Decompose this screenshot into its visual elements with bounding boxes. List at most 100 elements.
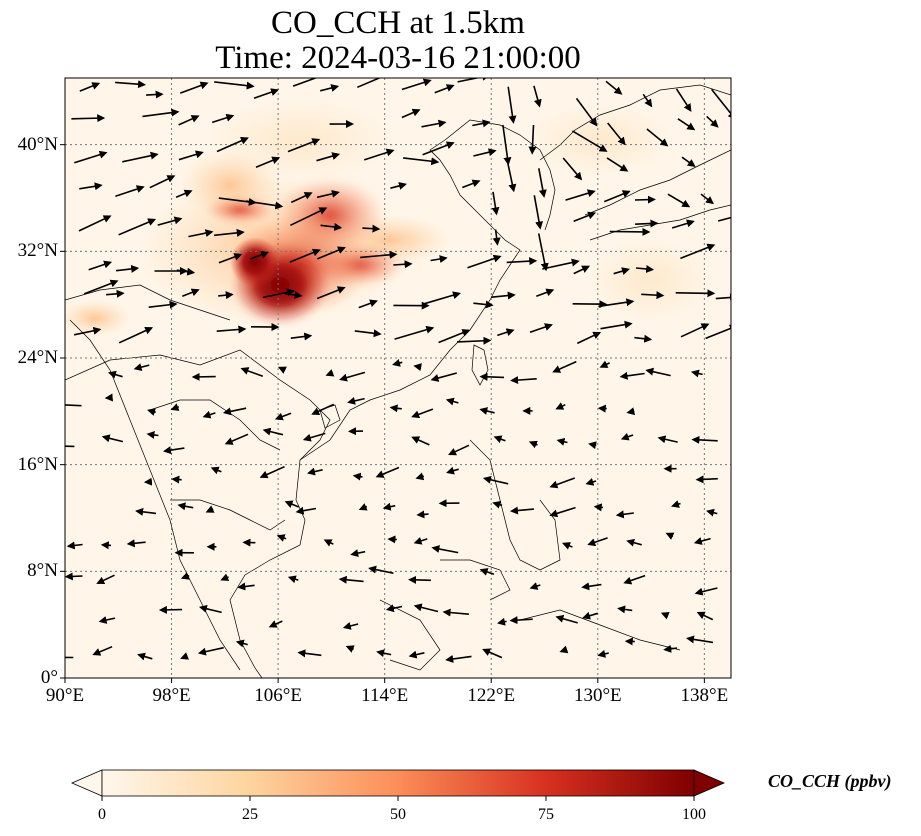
wind-arrow [528,440,538,449]
wind-arrow [457,336,492,345]
wind-arrow [284,290,303,299]
wind-arrow [619,371,645,380]
wind-arrow [197,646,224,656]
wind-arrow [457,78,491,83]
wind-arrow [675,88,692,112]
wind-arrow [297,649,322,658]
wind-arrow [587,537,608,547]
wind-arrow [473,148,497,157]
wind-arrow [422,291,461,305]
wind-arrow [445,397,459,406]
wind-arrow [497,617,507,626]
wind-arrow [393,260,413,269]
wind-arrow [65,572,83,581]
wind-arrow [345,645,355,653]
colorbar-extend-max [693,769,726,797]
wind-arrow [597,649,609,658]
wind-arrow [323,539,334,547]
wind-arrow [179,81,209,94]
wind-arrow [536,288,555,298]
wind-arrow [710,88,731,120]
wind-arrow [325,369,335,377]
wind-arrow [347,396,365,405]
wind-arrow [316,189,340,199]
lat-tick-label: 32°N [17,240,58,262]
wind-arrow [549,477,576,489]
wind-arrow [146,90,164,99]
wind-arrow [565,189,596,201]
wind-arrow [350,549,366,558]
wind-arrow [472,119,491,128]
wind-arrow [462,179,481,189]
wind-arrow [562,542,573,550]
wind-arrow [509,616,533,625]
lon-tick-label: 90°E [45,685,85,706]
wind-arrow [615,510,634,519]
wind-arrow [133,363,150,371]
wind-arrow [446,466,459,475]
wind-arrow [316,286,346,300]
wind-arrow [210,466,222,475]
wind-arrow [115,80,146,89]
wind-arrow [482,475,509,485]
wind-arrow [401,108,421,119]
wind-arrow [549,506,576,518]
wind-arrow [307,467,323,476]
wind-arrow [177,502,194,511]
wind-arrow [506,257,538,266]
wind-arrow [338,575,364,584]
wind-arrow [73,326,102,336]
colorbar [70,769,726,801]
wind-arrow [289,248,321,263]
lat-tick-label: 8°N [27,560,58,582]
lon-tick-label: 106°E [254,685,302,706]
wind-arrow [422,141,455,156]
wind-arrow [493,435,506,444]
wind-arrow [218,253,243,264]
wind-arrow [491,291,516,300]
wind-arrow [537,233,549,272]
wind-arrow [408,650,425,659]
wind-arrow [106,289,125,298]
wind-arrow [691,435,718,444]
wind-arrow [497,328,515,337]
wind-vector-field [65,78,731,663]
wind-arrow [506,161,517,193]
wind-arrow [491,191,500,216]
wind-arrow [686,635,714,644]
wind-arrow [573,265,591,275]
wind-arrow [473,300,494,309]
wind-arrow [79,82,101,92]
wind-arrow [559,645,569,654]
wind-arrow [571,130,608,152]
wind-arrow [680,323,710,338]
wind-arrow [66,541,83,550]
wind-arrow [205,505,215,513]
wind-arrow [634,195,656,204]
wind-arrow [507,86,517,124]
wind-arrow [613,267,630,275]
wind-arrow [533,85,542,108]
map-title: CO_CCH at 1.5km [271,5,525,41]
wind-arrow [339,371,366,382]
wind-arrow [163,446,185,455]
wind-arrow [681,156,696,168]
wind-arrow [295,506,317,515]
wind-arrow [717,216,731,222]
wind-arrow [660,612,670,620]
lat-tick-label: 0° [40,667,58,688]
colorbar-tick-label: 0 [98,806,106,823]
wind-arrow [715,293,731,302]
wind-arrow [290,332,313,341]
lon-tick-label: 114°E [361,685,409,706]
wind-arrow [255,156,281,168]
wind-arrow [320,222,343,231]
wind-arrow [582,611,598,620]
wind-arrow [290,207,328,227]
wind-arrow [276,534,287,542]
wind-arrow [360,250,398,259]
wind-arrow [116,264,140,273]
wind-arrow [430,372,458,382]
lon-tick-label: 130°E [573,685,622,706]
wind-arrow [235,639,248,648]
